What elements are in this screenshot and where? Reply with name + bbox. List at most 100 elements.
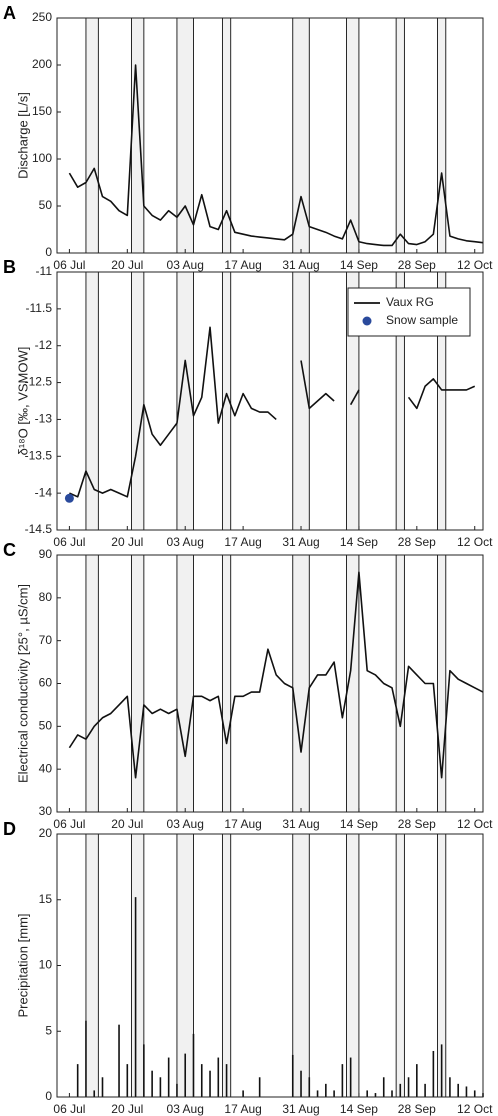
bar xyxy=(333,1090,335,1097)
panel-letter: B xyxy=(3,257,16,277)
y-tick-label: -12 xyxy=(35,338,53,352)
bar xyxy=(391,1090,393,1097)
x-tick-label: 14 Sep xyxy=(340,258,378,272)
bar xyxy=(126,1064,129,1097)
event-period xyxy=(396,272,405,530)
event-period xyxy=(131,18,144,253)
event-period xyxy=(396,555,405,812)
y-tick-label: 100 xyxy=(32,151,52,165)
bar xyxy=(209,1070,211,1097)
x-tick-label: 06 Jul xyxy=(53,535,85,549)
bar xyxy=(118,1024,120,1097)
series-line xyxy=(68,64,484,247)
bar xyxy=(167,1057,170,1097)
event-period xyxy=(222,272,231,530)
bar xyxy=(316,1090,319,1097)
y-tick-label: -12.5 xyxy=(25,375,53,389)
x-tick-label: 03 Aug xyxy=(167,1102,204,1116)
bar xyxy=(101,1077,104,1097)
y-tick-label: 15 xyxy=(39,892,53,906)
x-tick-label: 14 Sep xyxy=(340,1102,378,1116)
x-tick-label: 03 Aug xyxy=(167,535,204,549)
event-period xyxy=(176,834,194,1097)
event-period xyxy=(176,18,194,253)
y-tick-label: 80 xyxy=(39,590,53,604)
x-tick-label: 06 Jul xyxy=(53,258,85,272)
x-tick-label: 20 Jul xyxy=(111,258,143,272)
x-tick-label: 06 Jul xyxy=(53,817,85,831)
y-tick-label: -13 xyxy=(35,412,53,426)
panel-letter: D xyxy=(3,819,16,839)
y-tick-label: 0 xyxy=(45,245,52,259)
event-period xyxy=(176,272,194,530)
bar xyxy=(258,1077,261,1097)
event-period xyxy=(292,18,310,253)
x-tick-label: 12 Oct xyxy=(457,535,493,549)
plot-frame xyxy=(56,271,484,531)
y-tick-label: -11.5 xyxy=(26,301,53,315)
x-tick-label: 03 Aug xyxy=(167,258,204,272)
y-tick-label: 70 xyxy=(39,633,53,647)
y-tick-label: 200 xyxy=(32,57,52,71)
bar xyxy=(449,1077,451,1097)
y-tick-label: 150 xyxy=(32,104,52,118)
bar xyxy=(399,1083,402,1097)
bar xyxy=(341,1064,344,1097)
x-tick-label: 31 Aug xyxy=(282,535,319,549)
bar xyxy=(465,1086,468,1097)
x-tick-label: 17 Aug xyxy=(224,1102,261,1116)
x-tick-label: 12 Oct xyxy=(457,258,493,272)
bar xyxy=(176,1083,178,1097)
bar xyxy=(242,1090,244,1097)
y-tick-label: 30 xyxy=(39,804,53,818)
series-line xyxy=(69,326,476,498)
y-tick-label: 20 xyxy=(39,826,53,840)
plot-frame xyxy=(56,17,484,254)
event-period xyxy=(131,555,144,812)
bar xyxy=(85,1020,87,1097)
event-period xyxy=(346,18,359,253)
y-axis-title: Discharge [L/s] xyxy=(15,92,30,179)
x-tick-label: 31 Aug xyxy=(282,258,319,272)
y-tick-label: 60 xyxy=(39,676,53,690)
x-tick-label: 31 Aug xyxy=(282,1102,319,1116)
bar xyxy=(159,1077,162,1097)
panel-letter: A xyxy=(3,3,16,23)
x-tick-label: 28 Sep xyxy=(398,817,436,831)
event-period xyxy=(85,834,99,1097)
event-period xyxy=(396,834,405,1097)
bar xyxy=(349,1057,352,1097)
legend-swatch xyxy=(362,316,372,326)
x-tick-label: 03 Aug xyxy=(167,817,204,831)
bar xyxy=(374,1093,377,1097)
event-period xyxy=(222,18,231,253)
bar xyxy=(291,1054,294,1097)
event-period xyxy=(437,834,446,1097)
event-period xyxy=(176,555,194,812)
y-tick-label: -14 xyxy=(35,485,53,499)
plot-frame xyxy=(56,833,484,1098)
x-tick-label: 20 Jul xyxy=(111,1102,143,1116)
bar xyxy=(416,1064,418,1097)
y-tick-label: -11 xyxy=(36,264,53,278)
bar xyxy=(407,1077,410,1097)
bar xyxy=(143,1044,145,1097)
x-tick-label: 28 Sep xyxy=(398,258,436,272)
event-period xyxy=(437,18,446,253)
x-tick-label: 28 Sep xyxy=(398,535,436,549)
event-period xyxy=(222,834,231,1097)
bar xyxy=(457,1083,459,1097)
bar xyxy=(473,1090,476,1097)
bar xyxy=(184,1053,187,1097)
bar xyxy=(366,1090,368,1097)
bar xyxy=(76,1064,79,1097)
series-line xyxy=(68,571,484,779)
y-tick-label: 50 xyxy=(39,719,53,733)
y-tick-label: 90 xyxy=(39,547,53,561)
x-tick-label: 12 Oct xyxy=(457,1102,493,1116)
bar xyxy=(440,1044,443,1097)
y-axis-title: Precipitation [mm] xyxy=(15,913,30,1017)
sample-point xyxy=(64,493,74,503)
